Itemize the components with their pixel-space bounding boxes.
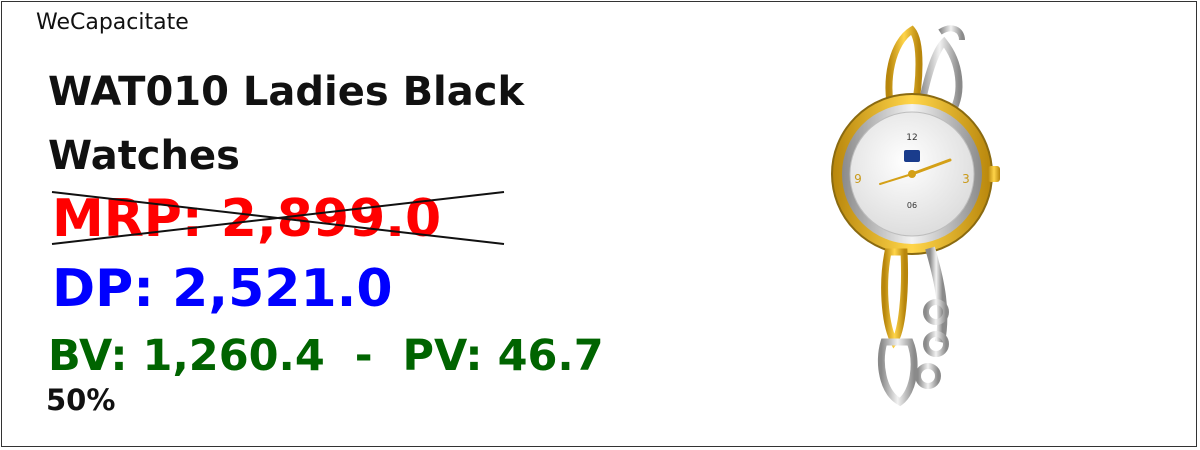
mrp-block: MRP: 2,899.0	[51, 188, 512, 250]
discount-percent: 50%	[46, 383, 116, 417]
dial-date-window: 06	[907, 201, 917, 210]
product-title: WAT010 Ladies Black Watches	[48, 60, 648, 188]
watch-product-image: 12 9 3 06	[831, 25, 1000, 407]
product-title-line-2: Watches	[48, 133, 240, 179]
dial-number-3: 3	[962, 172, 970, 186]
dial-number-9: 9	[854, 172, 862, 186]
watch-logo-icon	[904, 150, 920, 162]
brand-label: WeCapacitate	[36, 10, 189, 35]
dial-number-12: 12	[906, 133, 917, 143]
product-title-line-1: WAT010 Ladies Black	[48, 69, 525, 115]
bv-pv-values: BV: 1,260.4 - PV: 46.7	[48, 331, 604, 381]
strikethrough-mark	[51, 191, 505, 245]
dp-price: DP: 2,521.0	[52, 259, 393, 319]
